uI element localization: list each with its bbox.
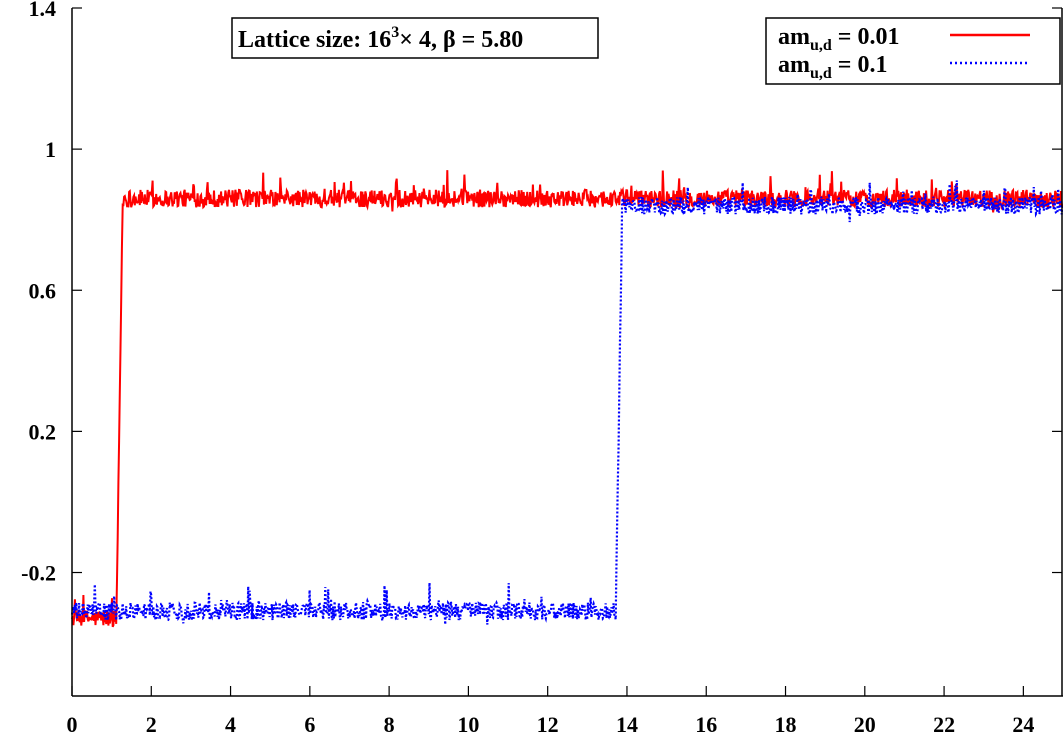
series-1-line [71,170,1063,628]
annotation-text: Lattice size: 163× 4, β = 5.80 [238,24,523,53]
x-tick-label: 12 [537,712,559,737]
x-tick-label: 4 [225,712,236,737]
x-tick-label: 10 [457,712,479,737]
series-2-line [70,180,1063,625]
x-tick-label: 6 [304,712,315,737]
legend-label-series-1: amu,d = 0.01 [778,24,899,54]
x-tick-label: 8 [384,712,395,737]
y-tick-label: 1 [45,137,56,162]
legend-label-series-2: amu,d = 0.1 [778,52,887,82]
annotation-prefix: Lattice size: 16 [238,27,391,53]
annotation-sup: 3 [391,24,399,41]
x-tick-label: 14 [616,712,638,737]
annotation-suffix: × 4, β = 5.80 [399,27,523,53]
series-layer [70,170,1063,628]
legend: amu,d = 0.01 amu,d = 0.1 [765,17,1061,85]
x-tick-label: 18 [775,712,797,737]
x-tick-label: 24 [1012,712,1034,737]
axis-layer: 0 2 4 6 8 10 12 14 16 18 20 22 24-0.20.20.611.4 [21,0,1063,737]
y-tick-label: 0.6 [29,278,57,303]
x-tick-label: 0 [67,712,78,737]
x-tick-label: 16 [695,712,717,737]
y-tick-label: 0.2 [29,419,57,444]
x-tick-label: 22 [933,712,955,737]
x-tick-label: 20 [854,712,876,737]
y-tick-label: 1.4 [29,0,57,21]
x-tick-label: 2 [146,712,157,737]
y-tick-label: -0.2 [21,561,56,586]
annotation-box: Lattice size: 163× 4, β = 5.80 [231,17,599,59]
annotation-frame [231,17,599,59]
legend-frame [765,17,1061,85]
